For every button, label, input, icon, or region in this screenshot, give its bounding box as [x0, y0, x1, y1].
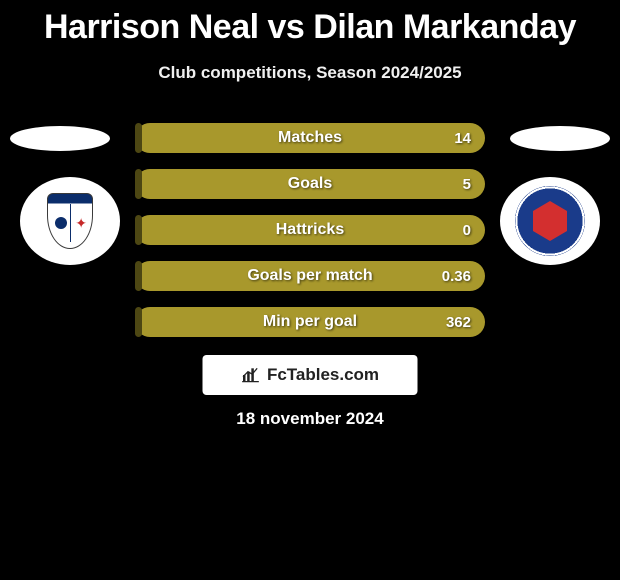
chesterfield-fc-badge-icon: [515, 186, 585, 256]
stat-row: Hattricks 0: [135, 215, 485, 245]
stat-fill: [135, 123, 142, 153]
date-line: 18 november 2024: [0, 409, 620, 429]
stat-row: Matches 14: [135, 123, 485, 153]
stat-value-right: 5: [463, 176, 471, 193]
stat-fill: [135, 261, 142, 291]
stat-fill: [135, 215, 142, 245]
stat-fill: [135, 307, 142, 337]
stat-value-right: 14: [454, 130, 471, 147]
stat-label: Hattricks: [276, 221, 344, 239]
right-club-crest: [500, 177, 600, 265]
barrow-afc-badge-icon: ✦: [47, 193, 93, 249]
stat-fill: [135, 169, 142, 199]
stat-row: Goals 5: [135, 169, 485, 199]
stat-row: Min per goal 362: [135, 307, 485, 337]
stat-label: Min per goal: [263, 313, 357, 331]
stats-panel: Matches 14 Goals 5 Hattricks 0 Goals per match…: [135, 123, 485, 353]
left-top-oval: [10, 126, 110, 151]
stat-label: Matches: [278, 129, 342, 147]
stat-value-right: 362: [446, 314, 471, 331]
watermark-text: FcTables.com: [267, 365, 379, 385]
stat-value-right: 0: [463, 222, 471, 239]
stat-label: Goals per match: [247, 267, 372, 285]
stat-label: Goals: [288, 175, 332, 193]
left-club-crest: ✦: [20, 177, 120, 265]
subtitle: Club competitions, Season 2024/2025: [0, 63, 620, 83]
stat-value-right: 0.36: [442, 268, 471, 285]
page-title: Harrison Neal vs Dilan Markanday: [0, 0, 620, 47]
watermark-box[interactable]: FcTables.com: [203, 355, 418, 395]
chart-icon: [241, 365, 261, 385]
right-top-oval: [510, 126, 610, 151]
stat-row: Goals per match 0.36: [135, 261, 485, 291]
